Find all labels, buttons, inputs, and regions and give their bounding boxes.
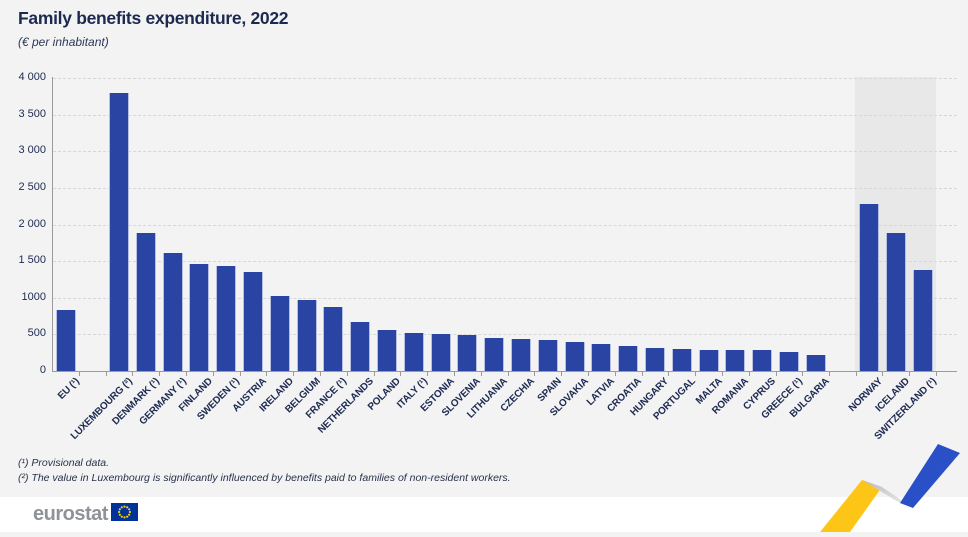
- x-axis-tick: [293, 371, 295, 376]
- footnote-luxembourg: (²) The value in Luxembourg is significa…: [18, 472, 511, 484]
- footer-strip: [0, 497, 968, 532]
- y-tick-label: 500: [27, 327, 46, 340]
- gridline-1000: [53, 297, 957, 299]
- x-axis-tick: [668, 371, 670, 376]
- bar-switzerland: [912, 270, 933, 371]
- bar-italy: [403, 332, 424, 371]
- gridline-1500: [53, 261, 957, 263]
- x-axis-tick: [320, 371, 321, 376]
- x-axis-tick: [722, 371, 723, 376]
- x-axis-tick: [507, 371, 509, 376]
- x-axis-tick: [105, 371, 107, 376]
- bar-malta: [698, 349, 719, 371]
- y-tick-label: 1000: [21, 290, 46, 303]
- bar-netherlands: [350, 321, 371, 371]
- bar-latvia: [591, 343, 612, 371]
- bar-norway: [859, 203, 879, 371]
- y-tick-label: 3 500: [18, 107, 46, 120]
- footnote-provisional: (¹) Provisional data.: [18, 457, 110, 469]
- bar-cyprus: [752, 350, 773, 371]
- x-axis-tick: [454, 371, 455, 376]
- y-tick-label: 2 500: [18, 180, 46, 193]
- x-axis-tick: [829, 371, 831, 376]
- bar-poland: [377, 330, 397, 371]
- eurostat-logo: eurostat: [33, 503, 138, 526]
- x-axis-tick: [561, 371, 563, 376]
- x-axis-tick: [641, 371, 643, 376]
- y-tick-label: 3 000: [18, 144, 46, 157]
- x-axis-tick: [855, 371, 857, 376]
- x-axis-tick: [239, 371, 241, 376]
- eu-flag-icon: [110, 503, 138, 526]
- x-axis-tick: [802, 371, 804, 376]
- x-axis-tick: [882, 371, 884, 376]
- bar-romania: [725, 349, 746, 371]
- bar-lithuania: [484, 337, 505, 371]
- gridline-3500: [53, 114, 957, 116]
- x-axis-tick: [936, 371, 937, 376]
- bar-portugal: [671, 349, 692, 371]
- x-axis-tick: [79, 371, 81, 376]
- bar-eu: [56, 310, 76, 371]
- gridline-2500: [53, 187, 957, 189]
- x-axis-tick: [346, 371, 348, 376]
- y-tick-label: 0: [39, 364, 46, 376]
- bar-finland: [189, 264, 210, 371]
- x-axis-tick: [186, 371, 187, 376]
- x-axis-tick: [534, 371, 536, 376]
- x-axis-tick: [427, 371, 429, 376]
- gridline-2000: [53, 224, 957, 226]
- x-axis-tick: [400, 371, 402, 376]
- x-axis-line: [52, 371, 957, 372]
- chart-unit-subtitle: (€ per inhabitant): [18, 35, 109, 49]
- x-axis-tick: [695, 371, 697, 376]
- x-axis-tick: [132, 371, 134, 376]
- bar-slovenia: [457, 335, 478, 371]
- bar-greece: [779, 351, 799, 371]
- bar-france: [323, 306, 344, 371]
- bar-belgium: [296, 299, 317, 371]
- bar-denmark: [135, 233, 156, 371]
- bar-ireland: [269, 295, 290, 371]
- bar-germany: [162, 252, 183, 371]
- y-tick-label: 1 500: [18, 254, 46, 267]
- x-axis-tick: [909, 371, 911, 376]
- y-axis-line: [52, 77, 53, 371]
- bar-croatia: [618, 346, 639, 371]
- eurostat-logo-text: eurostat: [33, 503, 108, 525]
- x-axis-tick: [159, 371, 161, 376]
- x-axis-tick: [480, 371, 482, 376]
- bar-estonia: [430, 334, 451, 371]
- gridline-500: [53, 334, 957, 336]
- x-axis-tick: [748, 371, 750, 376]
- x-axis-tick: [212, 371, 214, 376]
- x-axis-tick: [614, 371, 616, 376]
- x-category-label: EU (¹): [55, 376, 82, 402]
- bar-bulgaria: [805, 355, 826, 371]
- bar-iceland: [885, 233, 906, 371]
- y-tick-label: 4 000: [18, 71, 46, 83]
- page-title: Family benefits expenditure, 2022: [18, 8, 289, 28]
- x-axis-tick: [373, 371, 375, 376]
- gridline-3000: [53, 151, 957, 153]
- bar-luxembourg: [109, 93, 129, 371]
- bar-czechia: [511, 338, 531, 371]
- bar-sweden: [216, 265, 237, 371]
- x-axis-tick: [775, 371, 777, 376]
- bar-slovakia: [564, 342, 585, 371]
- x-axis-tick: [266, 371, 268, 376]
- bar-hungary: [645, 348, 665, 371]
- gridline-4000: [53, 78, 957, 79]
- bar-spain: [537, 339, 558, 371]
- bar-austria: [243, 272, 263, 371]
- x-axis-tick: [588, 371, 589, 376]
- y-tick-label: 2 000: [18, 217, 46, 230]
